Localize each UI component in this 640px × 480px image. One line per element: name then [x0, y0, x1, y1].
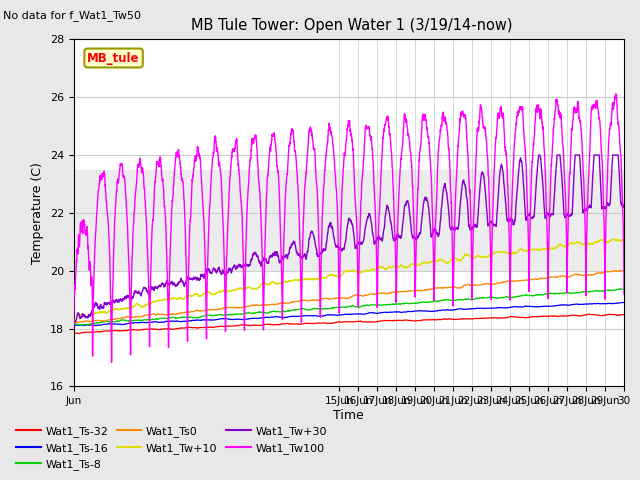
Bar — [74, 169, 624, 271]
Text: MB_tule: MB_tule — [88, 51, 140, 64]
X-axis label: Time: Time — [333, 409, 364, 422]
Y-axis label: Temperature (C): Temperature (C) — [31, 162, 44, 264]
Text: MB Tule Tower: Open Water 1 (3/19/14-now): MB Tule Tower: Open Water 1 (3/19/14-now… — [191, 18, 513, 33]
Text: No data for f_Wat1_Tw50: No data for f_Wat1_Tw50 — [3, 10, 141, 21]
Legend: Wat1_Ts-32, Wat1_Ts-16, Wat1_Ts-8, Wat1_Ts0, Wat1_Tw+10, Wat1_Tw+30, Wat1_Tw100: Wat1_Ts-32, Wat1_Ts-16, Wat1_Ts-8, Wat1_… — [12, 422, 331, 474]
